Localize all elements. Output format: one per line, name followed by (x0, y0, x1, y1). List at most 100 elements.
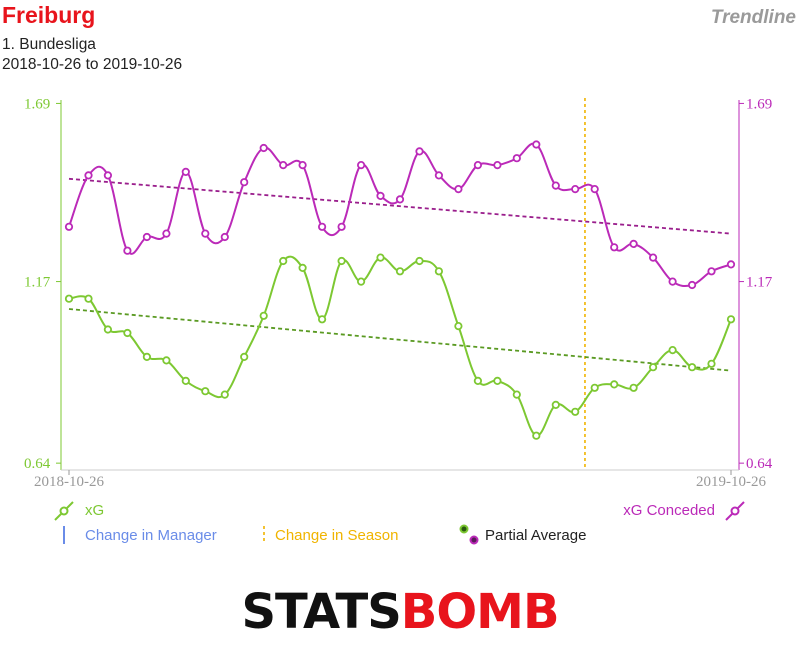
series-line-xg (68, 255, 732, 437)
data-point-xg (532, 431, 541, 440)
data-point-xg (707, 359, 716, 368)
data-point-xg-conceded (84, 171, 93, 180)
right-axis-ticks: 0.64 1.17 1.69 (739, 96, 773, 472)
data-point-xg (123, 328, 132, 338)
data-point-xg-conceded (590, 185, 599, 194)
series-xg (64, 253, 736, 440)
series-xg-conceded (64, 140, 736, 290)
data-point-xg-conceded (434, 171, 443, 180)
data-point-xg-conceded (240, 178, 249, 187)
data-point-xg (356, 277, 366, 286)
data-point-xg-conceded (571, 185, 580, 194)
right-tick-label: 1.69 (746, 96, 772, 112)
data-point-xg-conceded (726, 260, 736, 269)
data-point-xg (240, 352, 249, 361)
legend: xG xG Conceded Change in Manager Change … (54, 501, 745, 545)
left-tick-label: 0.64 (24, 456, 51, 472)
data-point-xg-conceded (648, 253, 658, 262)
data-point-xg (415, 256, 424, 266)
data-point-xg-conceded (493, 161, 502, 170)
data-point-xg-conceded (454, 185, 463, 194)
data-point-xg-conceded (259, 143, 268, 153)
trendline-xg-conceded (68, 177, 732, 235)
data-point-xg (454, 321, 463, 331)
x-tick-label: 2019-10-26 (696, 474, 766, 490)
data-point-xg (84, 294, 93, 303)
league-label: 1. Bundesliga (2, 36, 96, 53)
date-range-label: 2018-10-26 to 2019-10-26 (2, 56, 183, 73)
left-tick-label: 1.17 (24, 275, 51, 291)
right-tick-label: 1.17 (746, 275, 773, 291)
data-point-xg-conceded (162, 229, 171, 238)
data-point-xg-conceded (337, 222, 346, 231)
data-point-xg (493, 376, 502, 385)
data-point-xg-conceded (707, 267, 716, 276)
data-point-xg-conceded (610, 243, 619, 252)
chart-axes (60, 100, 740, 471)
data-point-xg-conceded (142, 232, 151, 242)
data-point-xg-conceded (629, 239, 638, 248)
data-point-xg (142, 352, 151, 361)
data-point-xg (648, 363, 658, 372)
data-point-xg-conceded (317, 222, 327, 231)
data-point-xg-conceded (356, 161, 366, 170)
data-point-xg (590, 383, 599, 392)
data-point-xg (259, 311, 268, 320)
data-point-xg-conceded (123, 246, 132, 255)
data-point-xg-conceded (551, 181, 560, 190)
data-point-xg (298, 263, 307, 272)
data-point-xg (571, 407, 580, 416)
x-tick-label: 2018-10-26 (34, 474, 104, 490)
data-point-xg-conceded (376, 191, 385, 200)
legend-partial-average-symbol (459, 524, 479, 545)
data-point-xg (103, 325, 113, 334)
data-point-xg (473, 376, 482, 385)
series-layer (64, 140, 736, 440)
data-point-xg-conceded (395, 195, 405, 204)
data-point-xg-conceded (64, 222, 74, 231)
data-point-xg-conceded (512, 154, 521, 163)
data-point-xg (551, 400, 560, 409)
x-axis-ticks: 2018-10-26 2019-10-26 (34, 470, 766, 490)
data-point-xg (181, 376, 190, 385)
data-point-xg (220, 390, 229, 399)
legend-xg-symbol (54, 501, 74, 521)
data-point-xg (610, 380, 619, 389)
data-point-xg-conceded (415, 147, 424, 156)
statsbomb-logo: STATSBOMB (241, 584, 559, 640)
data-point-xg-conceded (473, 161, 482, 170)
left-axis-ticks: 0.64 1.17 1.69 (24, 96, 61, 472)
data-point-xg (376, 253, 385, 262)
data-point-xg (395, 267, 405, 276)
series-line-xg-conceded (68, 142, 732, 288)
data-point-xg-conceded (279, 161, 288, 170)
data-point-xg-conceded (181, 167, 190, 176)
data-point-xg-conceded (687, 280, 697, 290)
right-tick-label: 0.64 (746, 456, 773, 472)
data-point-xg-conceded (668, 277, 677, 286)
data-point-xg-conceded (298, 161, 307, 170)
logo-wordmark: STATSBOMB (241, 584, 558, 640)
legend-xg-conceded-symbol (725, 501, 745, 521)
legend-xg-label: xG (85, 502, 104, 519)
legend-manager-label: Change in Manager (85, 527, 217, 544)
data-point-xg-conceded (220, 232, 229, 242)
data-point-xg-conceded (201, 229, 210, 238)
data-point-xg (668, 345, 677, 355)
data-point-xg (64, 294, 74, 303)
legend-xg-conceded-label: xG Conceded (623, 502, 715, 519)
legend-season-label: Change in Season (275, 527, 398, 544)
chart-mode-label: Trendline (710, 7, 796, 28)
data-point-xg (337, 256, 346, 266)
data-point-xg (201, 387, 210, 396)
data-point-xg (629, 383, 638, 392)
data-point-xg (317, 315, 327, 324)
data-point-xg (434, 267, 443, 276)
data-point-xg-conceded (103, 171, 113, 180)
data-point-xg (512, 390, 521, 399)
team-title: Freiburg (2, 2, 96, 28)
data-point-xg (162, 356, 171, 365)
data-point-xg (726, 315, 736, 324)
data-point-xg (279, 256, 288, 266)
